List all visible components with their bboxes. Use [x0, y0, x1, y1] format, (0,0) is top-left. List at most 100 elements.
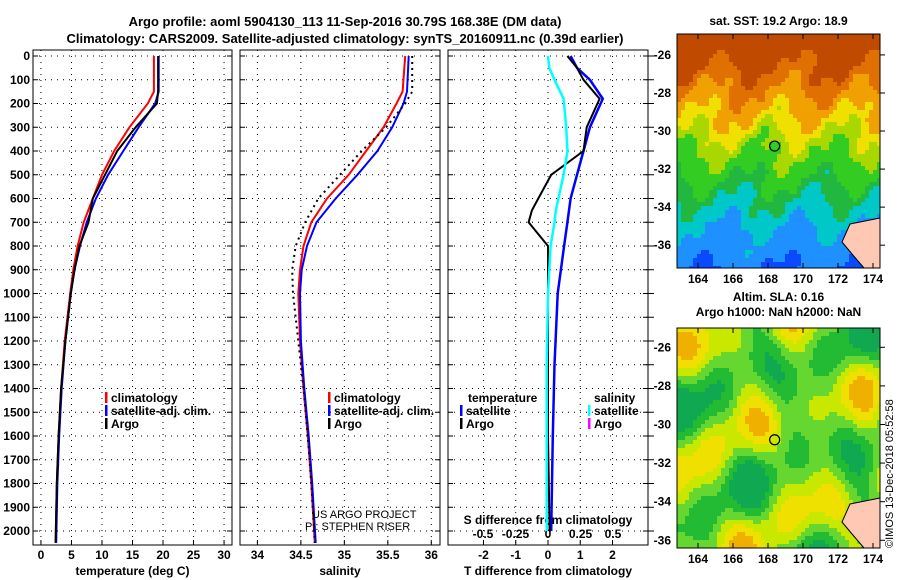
map-cell: [697, 54, 701, 58]
map-cell: [705, 340, 709, 344]
map-cell: [681, 202, 685, 206]
map-cell: [709, 416, 713, 420]
map-cell: [841, 98, 845, 102]
map-cell: [701, 246, 705, 250]
map-cell: [729, 258, 733, 262]
map-cell: [709, 544, 713, 548]
map-cell: [749, 94, 753, 98]
map-cell: [769, 226, 773, 230]
map-cell: [745, 500, 749, 504]
map-cell: [777, 484, 781, 488]
map-cell: [721, 74, 725, 78]
map-cell: [841, 134, 845, 138]
map-cell: [781, 42, 785, 46]
map-cell: [849, 42, 853, 46]
map-cell: [753, 34, 757, 38]
map-cell: [865, 126, 869, 130]
map-cell: [801, 146, 805, 150]
map-cell: [861, 46, 865, 50]
map-cell: [693, 174, 697, 178]
map-cell: [833, 266, 837, 268]
map-cell: [745, 328, 749, 332]
map-cell: [713, 500, 717, 504]
map-cell: [737, 360, 741, 364]
map-cell: [821, 178, 825, 182]
map-cell: [693, 46, 697, 50]
map-cell: [769, 428, 773, 432]
map-cell: [705, 222, 709, 226]
map-cell: [869, 50, 873, 54]
map-cell: [745, 528, 749, 532]
legend-label: Argo: [111, 417, 139, 431]
map-cell: [701, 360, 705, 364]
map-cell: [853, 122, 857, 126]
map-cell: [741, 344, 745, 348]
map-cell: [857, 102, 861, 106]
map-cell: [805, 158, 809, 162]
map-cell: [725, 504, 729, 508]
map-cell: [753, 404, 757, 408]
map-cell: [713, 182, 717, 186]
map-cell: [837, 114, 841, 118]
map-cell: [761, 504, 765, 508]
map-cell: [761, 58, 765, 62]
map-cell: [761, 134, 765, 138]
map-cell: [773, 508, 777, 512]
map-cell: [801, 202, 805, 206]
map-cell: [745, 118, 749, 122]
map-cell: [781, 484, 785, 488]
map-cell: [697, 348, 701, 352]
map-cell: [689, 182, 693, 186]
map-cell: [825, 222, 829, 226]
map-cell: [849, 166, 853, 170]
map-cell: [845, 38, 849, 42]
map-cell: [873, 74, 877, 78]
map-cell: [761, 336, 765, 340]
map-cell: [761, 142, 765, 146]
s-tick-label: 0: [545, 527, 552, 541]
map-cell: [869, 174, 873, 178]
map-cell: [709, 210, 713, 214]
map-cell: [737, 488, 741, 492]
map-cell: [793, 142, 797, 146]
map-cell: [817, 166, 821, 170]
map-cell: [809, 150, 813, 154]
map-cell: [745, 130, 749, 134]
map-cell: [757, 468, 761, 472]
map-cell: [753, 258, 757, 262]
map-cell: [681, 412, 685, 416]
map-cell: [801, 110, 805, 114]
map-cell: [757, 480, 761, 484]
map-cell: [709, 504, 713, 508]
map-cell: [781, 86, 785, 90]
map-cell: [765, 226, 769, 230]
map-cell: [737, 82, 741, 86]
map-cell: [745, 404, 749, 408]
map-cell: [705, 424, 709, 428]
map-cell: [689, 404, 693, 408]
map-cell: [781, 214, 785, 218]
map-cell: [701, 206, 705, 210]
map-cell: [765, 98, 769, 102]
legend-swatch: [460, 418, 463, 429]
map-cell: [741, 102, 745, 106]
map-cell: [785, 396, 789, 400]
map-cell: [733, 114, 737, 118]
legend-label: Argo: [466, 417, 494, 431]
map-cell: [685, 174, 689, 178]
map-cell: [733, 372, 737, 376]
legend-title: salinity: [594, 391, 636, 405]
map-cell: [837, 46, 841, 50]
map-cell: [689, 98, 693, 102]
map-cell: [721, 254, 725, 258]
map-cell: [773, 380, 777, 384]
map-cell: [773, 162, 777, 166]
map-cell: [713, 110, 717, 114]
map-cell: [797, 122, 801, 126]
map-cell: [817, 182, 821, 186]
map-cell: [837, 134, 841, 138]
map-cell: [717, 74, 721, 78]
map-cell: [773, 66, 777, 70]
map-cell: [693, 230, 697, 234]
map-cell: [837, 38, 841, 42]
